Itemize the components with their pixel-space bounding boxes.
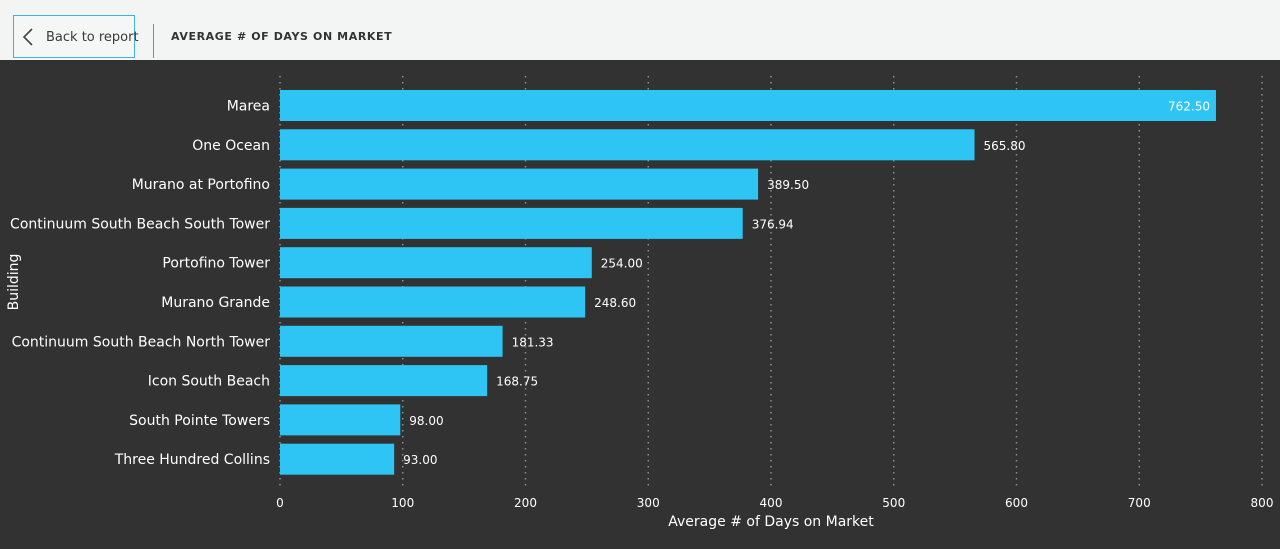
data-label: 254.00 (601, 257, 643, 271)
bar[interactable] (280, 325, 503, 357)
data-label: 762.50 (1168, 100, 1210, 114)
x-tick-label: 100 (391, 496, 414, 510)
header-divider (153, 24, 154, 58)
chart-area: 762.50 565.80 389.50 376.94 254.00 248.60 181.… (0, 60, 1280, 545)
y-axis-title: Building (6, 254, 22, 311)
x-tick-label: 400 (760, 496, 783, 510)
page-title: AVERAGE # OF DAYS ON MARKET (171, 30, 393, 43)
x-axis-title: Average # of Days on Market (668, 514, 874, 530)
category-label: South Pointe Towers (129, 413, 270, 429)
data-label: 168.75 (496, 375, 538, 389)
top-bar: Back to report AVERAGE # OF DAYS ON MARK… (0, 0, 1280, 60)
bar[interactable] (280, 443, 395, 475)
x-tick-label: 600 (1005, 496, 1028, 510)
x-tick-label: 700 (1128, 496, 1151, 510)
data-label: 98.00 (409, 414, 443, 428)
x-tick-label: 800 (1251, 496, 1274, 510)
category-label: Murano at Portofino (132, 177, 270, 193)
bar[interactable] (280, 286, 586, 318)
data-label: 376.94 (752, 217, 794, 231)
bar[interactable] (280, 365, 488, 397)
bar[interactable] (280, 129, 975, 161)
x-tick-label: 300 (637, 496, 660, 510)
data-label: 93.00 (403, 453, 437, 467)
category-label: Continuum South Beach North Tower (12, 334, 271, 350)
x-tick-label: 200 (514, 496, 537, 510)
bar[interactable] (280, 90, 1216, 121)
back-button-label: Back to report (46, 30, 139, 45)
bar-chart: 762.50 565.80 389.50 376.94 254.00 248.60 181.… (6, 76, 1274, 530)
category-label: Marea (227, 99, 270, 115)
bar[interactable] (280, 247, 592, 279)
bar[interactable] (280, 207, 743, 239)
back-to-report-button[interactable]: Back to report (13, 15, 139, 58)
x-tick-label: 0 (276, 496, 284, 510)
category-label: Icon South Beach (148, 374, 270, 390)
data-label: 248.60 (594, 296, 636, 310)
bar[interactable] (280, 168, 759, 200)
category-label: Portofino Tower (162, 256, 270, 272)
x-tick-label: 500 (882, 496, 905, 510)
data-label: 389.50 (767, 178, 809, 192)
chevron-left-icon (22, 28, 33, 46)
category-label: One Ocean (192, 138, 270, 154)
data-label: 565.80 (984, 139, 1026, 153)
data-label: 181.33 (512, 335, 554, 349)
category-label: Continuum South Beach South Tower (10, 216, 270, 232)
category-label: Three Hundred Collins (114, 452, 270, 468)
bar[interactable] (280, 404, 401, 436)
category-label: Murano Grande (161, 295, 270, 311)
